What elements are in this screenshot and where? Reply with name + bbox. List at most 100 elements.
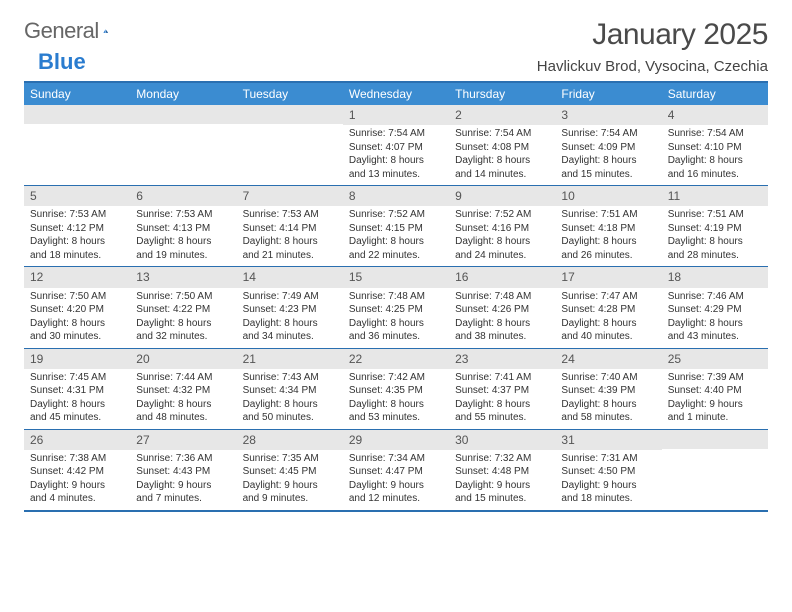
day-details: Sunrise: 7:32 AMSunset: 4:48 PMDaylight:… — [449, 450, 555, 510]
day-number: 15 — [343, 267, 449, 287]
day-number: 22 — [343, 349, 449, 369]
day-details: Sunrise: 7:43 AMSunset: 4:34 PMDaylight:… — [237, 369, 343, 429]
day-number: 12 — [24, 267, 130, 287]
week-row: 12Sunrise: 7:50 AMSunset: 4:20 PMDayligh… — [24, 267, 768, 348]
weekday-header: Friday — [555, 83, 661, 105]
day-number — [662, 430, 768, 449]
logo-word-1: General — [24, 18, 99, 44]
day-cell: 14Sunrise: 7:49 AMSunset: 4:23 PMDayligh… — [237, 267, 343, 347]
day-cell — [24, 105, 130, 185]
day-details: Sunrise: 7:44 AMSunset: 4:32 PMDaylight:… — [130, 369, 236, 429]
day-number: 23 — [449, 349, 555, 369]
day-cell — [237, 105, 343, 185]
day-number: 28 — [237, 430, 343, 450]
day-number: 26 — [24, 430, 130, 450]
day-details: Sunrise: 7:41 AMSunset: 4:37 PMDaylight:… — [449, 369, 555, 429]
day-cell: 13Sunrise: 7:50 AMSunset: 4:22 PMDayligh… — [130, 267, 236, 347]
day-cell: 21Sunrise: 7:43 AMSunset: 4:34 PMDayligh… — [237, 349, 343, 429]
day-number: 17 — [555, 267, 661, 287]
day-details: Sunrise: 7:34 AMSunset: 4:47 PMDaylight:… — [343, 450, 449, 510]
day-number: 21 — [237, 349, 343, 369]
day-details: Sunrise: 7:53 AMSunset: 4:12 PMDaylight:… — [24, 206, 130, 266]
day-cell: 29Sunrise: 7:34 AMSunset: 4:47 PMDayligh… — [343, 430, 449, 510]
weekday-header-row: SundayMondayTuesdayWednesdayThursdayFrid… — [24, 83, 768, 105]
day-cell: 31Sunrise: 7:31 AMSunset: 4:50 PMDayligh… — [555, 430, 661, 510]
day-number: 25 — [662, 349, 768, 369]
weekday-header: Sunday — [24, 83, 130, 105]
weeks-container: 1Sunrise: 7:54 AMSunset: 4:07 PMDaylight… — [24, 105, 768, 512]
day-details: Sunrise: 7:53 AMSunset: 4:13 PMDaylight:… — [130, 206, 236, 266]
week-row: 26Sunrise: 7:38 AMSunset: 4:42 PMDayligh… — [24, 430, 768, 512]
day-details: Sunrise: 7:42 AMSunset: 4:35 PMDaylight:… — [343, 369, 449, 429]
day-details: Sunrise: 7:45 AMSunset: 4:31 PMDaylight:… — [24, 369, 130, 429]
weekday-header: Saturday — [662, 83, 768, 105]
day-number: 5 — [24, 186, 130, 206]
day-number — [130, 105, 236, 124]
day-cell: 5Sunrise: 7:53 AMSunset: 4:12 PMDaylight… — [24, 186, 130, 266]
day-number — [237, 105, 343, 124]
logo-word-2: Blue — [38, 49, 86, 74]
day-number: 1 — [343, 105, 449, 125]
calendar-page: General January 2025 Havlickuv Brod, Vys… — [0, 0, 792, 530]
day-cell: 4Sunrise: 7:54 AMSunset: 4:10 PMDaylight… — [662, 105, 768, 185]
day-number: 7 — [237, 186, 343, 206]
day-details: Sunrise: 7:35 AMSunset: 4:45 PMDaylight:… — [237, 450, 343, 510]
day-details: Sunrise: 7:36 AMSunset: 4:43 PMDaylight:… — [130, 450, 236, 510]
day-details: Sunrise: 7:52 AMSunset: 4:15 PMDaylight:… — [343, 206, 449, 266]
week-row: 19Sunrise: 7:45 AMSunset: 4:31 PMDayligh… — [24, 349, 768, 430]
day-details: Sunrise: 7:54 AMSunset: 4:10 PMDaylight:… — [662, 125, 768, 185]
day-details: Sunrise: 7:40 AMSunset: 4:39 PMDaylight:… — [555, 369, 661, 429]
day-cell: 10Sunrise: 7:51 AMSunset: 4:18 PMDayligh… — [555, 186, 661, 266]
day-cell: 23Sunrise: 7:41 AMSunset: 4:37 PMDayligh… — [449, 349, 555, 429]
title-block: January 2025 Havlickuv Brod, Vysocina, C… — [537, 18, 768, 75]
day-details: Sunrise: 7:39 AMSunset: 4:40 PMDaylight:… — [662, 369, 768, 429]
day-cell: 18Sunrise: 7:46 AMSunset: 4:29 PMDayligh… — [662, 267, 768, 347]
week-row: 1Sunrise: 7:54 AMSunset: 4:07 PMDaylight… — [24, 105, 768, 186]
day-details: Sunrise: 7:51 AMSunset: 4:19 PMDaylight:… — [662, 206, 768, 266]
day-cell: 19Sunrise: 7:45 AMSunset: 4:31 PMDayligh… — [24, 349, 130, 429]
day-details: Sunrise: 7:49 AMSunset: 4:23 PMDaylight:… — [237, 288, 343, 348]
weekday-header: Thursday — [449, 83, 555, 105]
day-cell: 20Sunrise: 7:44 AMSunset: 4:32 PMDayligh… — [130, 349, 236, 429]
logo: General — [24, 18, 135, 44]
day-number: 16 — [449, 267, 555, 287]
day-cell: 22Sunrise: 7:42 AMSunset: 4:35 PMDayligh… — [343, 349, 449, 429]
day-cell: 6Sunrise: 7:53 AMSunset: 4:13 PMDaylight… — [130, 186, 236, 266]
day-number: 3 — [555, 105, 661, 125]
weekday-header: Wednesday — [343, 83, 449, 105]
day-details: Sunrise: 7:50 AMSunset: 4:22 PMDaylight:… — [130, 288, 236, 348]
day-number: 11 — [662, 186, 768, 206]
day-number: 14 — [237, 267, 343, 287]
day-cell: 16Sunrise: 7:48 AMSunset: 4:26 PMDayligh… — [449, 267, 555, 347]
day-details: Sunrise: 7:50 AMSunset: 4:20 PMDaylight:… — [24, 288, 130, 348]
day-cell: 11Sunrise: 7:51 AMSunset: 4:19 PMDayligh… — [662, 186, 768, 266]
calendar: SundayMondayTuesdayWednesdayThursdayFrid… — [24, 81, 768, 512]
day-number: 4 — [662, 105, 768, 125]
day-cell: 2Sunrise: 7:54 AMSunset: 4:08 PMDaylight… — [449, 105, 555, 185]
day-details: Sunrise: 7:54 AMSunset: 4:07 PMDaylight:… — [343, 125, 449, 185]
day-cell: 26Sunrise: 7:38 AMSunset: 4:42 PMDayligh… — [24, 430, 130, 510]
day-cell: 30Sunrise: 7:32 AMSunset: 4:48 PMDayligh… — [449, 430, 555, 510]
day-details: Sunrise: 7:54 AMSunset: 4:09 PMDaylight:… — [555, 125, 661, 185]
day-number: 20 — [130, 349, 236, 369]
day-number: 18 — [662, 267, 768, 287]
location: Havlickuv Brod, Vysocina, Czechia — [537, 58, 768, 75]
day-number: 24 — [555, 349, 661, 369]
day-number: 19 — [24, 349, 130, 369]
day-cell: 9Sunrise: 7:52 AMSunset: 4:16 PMDaylight… — [449, 186, 555, 266]
day-cell: 27Sunrise: 7:36 AMSunset: 4:43 PMDayligh… — [130, 430, 236, 510]
day-details: Sunrise: 7:31 AMSunset: 4:50 PMDaylight:… — [555, 450, 661, 510]
day-number: 10 — [555, 186, 661, 206]
day-cell: 8Sunrise: 7:52 AMSunset: 4:15 PMDaylight… — [343, 186, 449, 266]
day-number: 9 — [449, 186, 555, 206]
day-details: Sunrise: 7:53 AMSunset: 4:14 PMDaylight:… — [237, 206, 343, 266]
day-number: 29 — [343, 430, 449, 450]
weekday-header: Tuesday — [237, 83, 343, 105]
day-details: Sunrise: 7:51 AMSunset: 4:18 PMDaylight:… — [555, 206, 661, 266]
day-details: Sunrise: 7:54 AMSunset: 4:08 PMDaylight:… — [449, 125, 555, 185]
day-cell: 25Sunrise: 7:39 AMSunset: 4:40 PMDayligh… — [662, 349, 768, 429]
day-details: Sunrise: 7:38 AMSunset: 4:42 PMDaylight:… — [24, 450, 130, 510]
day-cell: 1Sunrise: 7:54 AMSunset: 4:07 PMDaylight… — [343, 105, 449, 185]
day-number — [24, 105, 130, 124]
day-number: 6 — [130, 186, 236, 206]
